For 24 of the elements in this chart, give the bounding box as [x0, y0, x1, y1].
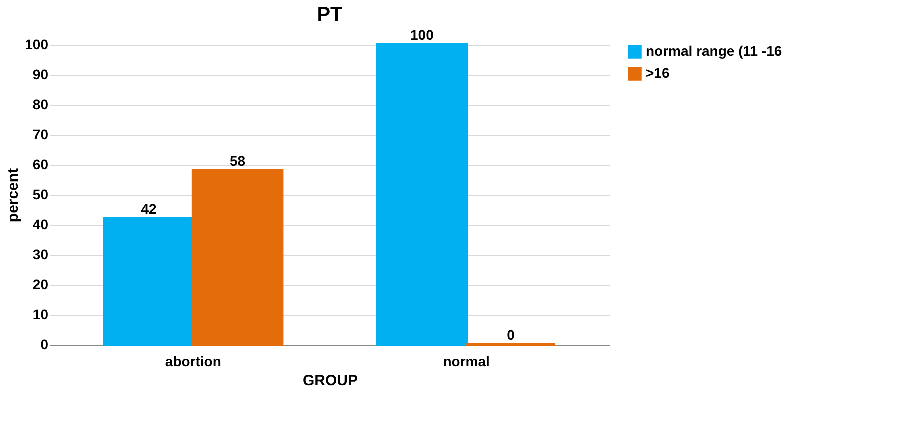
data-label: 0 [507, 327, 516, 343]
legend-label: normal range (11 -16 [646, 43, 782, 59]
bar [376, 44, 468, 346]
data-label: 42 [141, 201, 158, 217]
y-axis-title: percent [5, 168, 22, 223]
x-tick-label: abortion [165, 354, 222, 370]
y-tick-label: 20 [32, 276, 49, 292]
x-tick-label: normal [443, 354, 490, 370]
y-tick-label: 50 [32, 186, 49, 202]
y-tick-label: 30 [32, 246, 49, 262]
y-tick-label: 90 [32, 66, 49, 82]
y-tick-label: 100 [25, 36, 49, 52]
y-tick-label: 70 [32, 126, 49, 142]
data-label: 58 [230, 153, 246, 169]
y-tick-label: 0 [40, 336, 49, 352]
data-label: 100 [410, 27, 434, 43]
x-axis-title: GROUP [302, 372, 358, 390]
y-tick-label: 80 [32, 96, 49, 112]
chart-title: PT [317, 4, 343, 26]
bar [192, 170, 284, 346]
legend-label: >16 [646, 65, 670, 81]
y-tick-label: 10 [32, 306, 49, 322]
y-tick-label: 60 [32, 156, 49, 172]
y-tick-label: 40 [32, 216, 49, 232]
